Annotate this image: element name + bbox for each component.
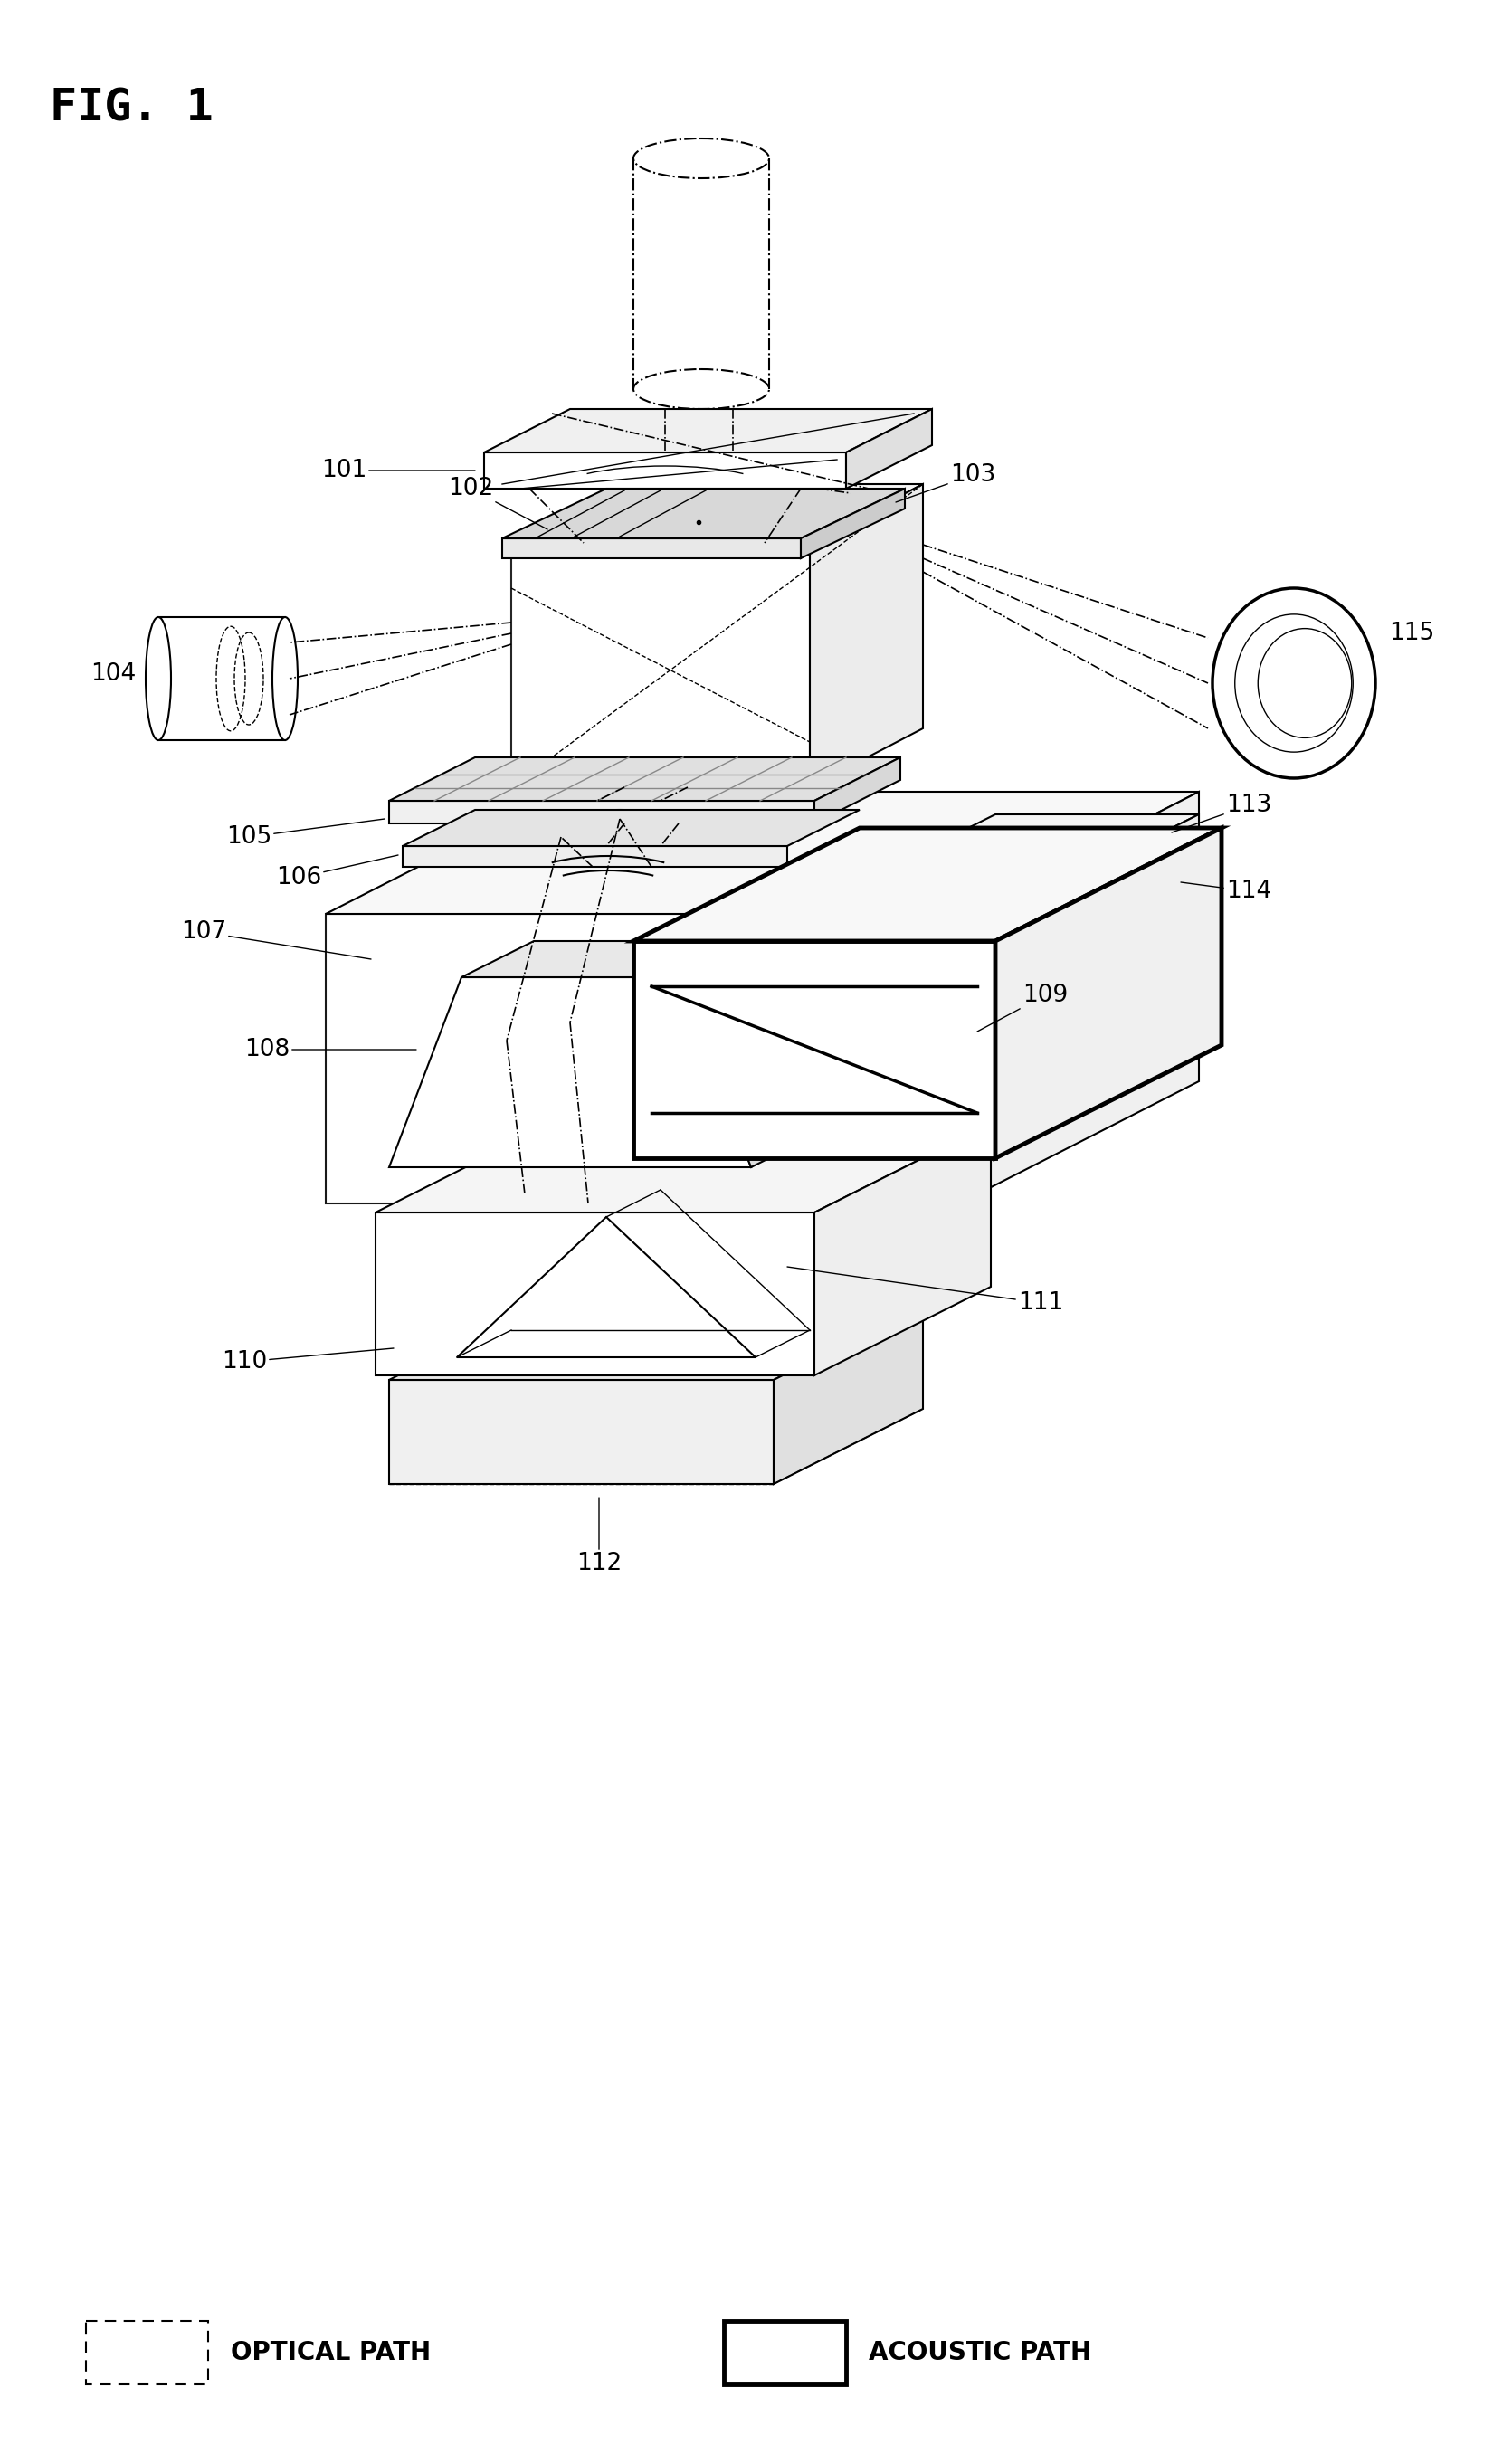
Text: 114: 114 [1181,879,1272,904]
Text: 104: 104 [91,663,136,685]
Text: 113: 113 [1172,793,1272,832]
Polygon shape [325,914,959,1204]
Bar [86,2320,209,2384]
Text: 112: 112 [576,1498,621,1576]
Text: 107: 107 [181,921,370,958]
Polygon shape [484,453,847,488]
Polygon shape [484,409,931,453]
Text: 111: 111 [788,1266,1063,1315]
Polygon shape [375,1123,990,1212]
Polygon shape [511,485,922,542]
Ellipse shape [1213,589,1376,778]
Polygon shape [634,828,1222,941]
Polygon shape [325,791,1199,914]
Text: 101: 101 [321,458,475,483]
Ellipse shape [272,618,298,741]
Polygon shape [860,815,1199,882]
Polygon shape [457,1217,756,1357]
Polygon shape [389,1305,922,1379]
Polygon shape [1063,815,1199,985]
Text: 102: 102 [448,478,547,530]
Polygon shape [502,488,904,539]
Polygon shape [774,1305,922,1483]
Polygon shape [815,756,900,823]
Ellipse shape [634,369,770,409]
Polygon shape [815,1123,990,1374]
Polygon shape [959,855,1199,914]
Text: 115: 115 [1390,621,1435,645]
Text: 103: 103 [895,463,995,502]
Polygon shape [402,845,788,867]
Ellipse shape [145,618,171,741]
Polygon shape [801,488,904,559]
Polygon shape [159,618,286,741]
Polygon shape [375,1212,815,1374]
Polygon shape [502,539,801,559]
Ellipse shape [634,138,770,177]
Polygon shape [389,1379,774,1483]
Text: FIG. 1: FIG. 1 [50,86,213,131]
Text: 105: 105 [225,818,384,850]
Polygon shape [634,941,995,1158]
Polygon shape [511,542,810,788]
Polygon shape [847,409,931,488]
Text: 110: 110 [221,1347,393,1374]
Text: ACOUSTIC PATH: ACOUSTIC PATH [869,2340,1092,2364]
Polygon shape [679,941,824,1167]
Text: 108: 108 [243,1037,416,1062]
Polygon shape [959,791,1199,1204]
Polygon shape [389,978,751,1167]
Polygon shape [810,485,922,788]
Text: OPTICAL PATH: OPTICAL PATH [231,2340,431,2364]
Polygon shape [995,828,1222,1158]
Polygon shape [389,800,815,823]
Polygon shape [389,756,900,800]
Polygon shape [959,914,1081,973]
Text: 106: 106 [275,855,398,889]
Polygon shape [461,941,751,978]
Text: 109: 109 [977,983,1067,1032]
Bar [724,2320,847,2384]
Polygon shape [860,882,1063,985]
Polygon shape [402,810,860,845]
